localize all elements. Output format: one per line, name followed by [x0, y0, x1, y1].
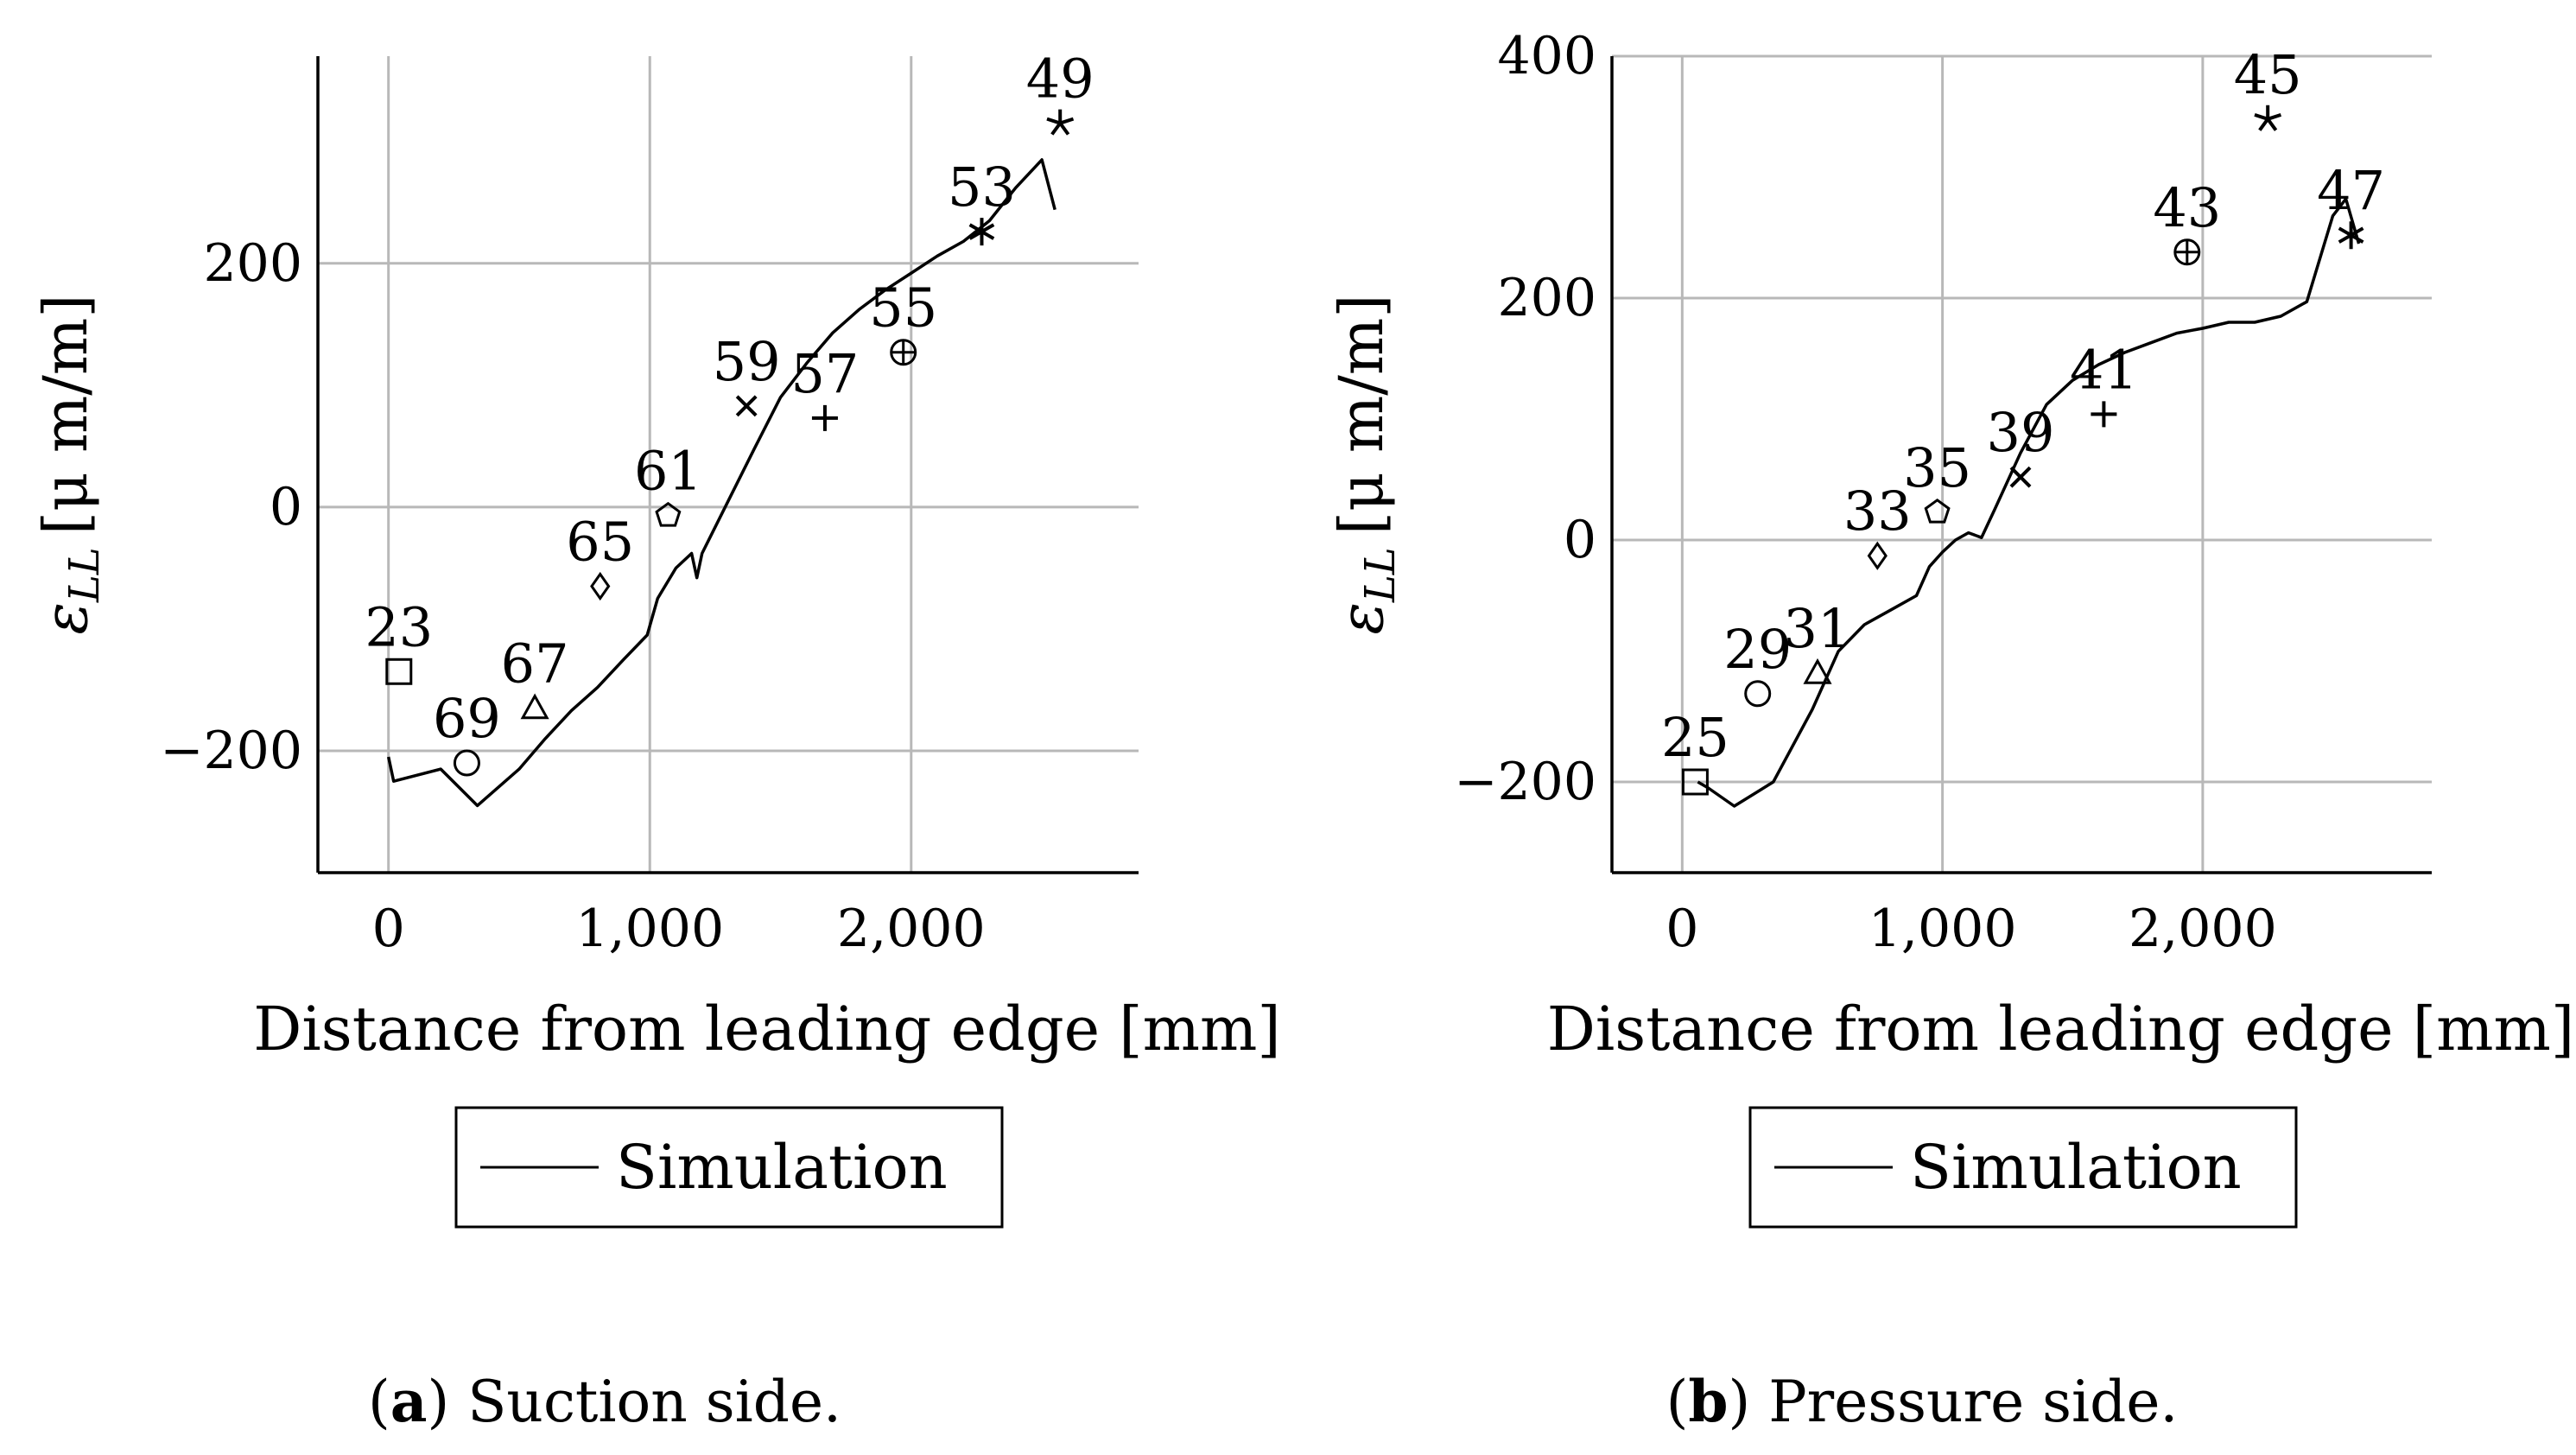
y-tick-label: 0: [1564, 510, 1596, 570]
tick-labels: 0 1,000 2,000 −200 0 200 400: [1454, 26, 2277, 959]
data-point-45: 45: [2234, 43, 2302, 131]
y-axis-label-text: εLL [μ m/m]: [30, 294, 109, 634]
point-label: 55: [869, 276, 937, 340]
data-point-39: 39: [1987, 401, 2055, 488]
point-label: 43: [2153, 176, 2221, 239]
y-label-subscript: LL: [60, 547, 109, 603]
grid: [1612, 54, 2432, 873]
x-tick-label: 2,000: [837, 899, 986, 959]
point-label: 65: [566, 511, 634, 574]
legend-box: [1748, 1106, 2298, 1229]
simulation-line: [386, 158, 1056, 808]
data-point-29: 29: [1723, 618, 1792, 708]
axes-frame: [316, 56, 1139, 874]
caption: (b) Pressure side.: [1666, 1368, 2179, 1435]
y-label-epsilon: ε: [1326, 602, 1397, 635]
point-label: 49: [1026, 48, 1094, 111]
y-tick-label: 400: [1497, 26, 1596, 86]
point-label: 53: [948, 156, 1016, 219]
axes-frame: [1610, 56, 2432, 874]
data-point-25: 25: [1661, 706, 1729, 796]
data-point-35: 35: [1903, 436, 1971, 524]
point-label: 39: [1987, 401, 2055, 464]
caption-text: Suction side.: [467, 1369, 841, 1435]
x-tick-label: 2,000: [2129, 899, 2277, 959]
data-point-69: 69: [433, 687, 501, 777]
y-label-unit: [μ m/m]: [1326, 294, 1397, 535]
legend-box: [454, 1106, 1004, 1229]
point-label: 29: [1723, 618, 1792, 681]
y-tick-label: −200: [160, 721, 302, 781]
point-label: 67: [501, 632, 569, 696]
data-point-67: 67: [501, 632, 569, 720]
legend: Simulation: [1748, 1106, 2298, 1229]
point-label: 61: [634, 440, 702, 503]
data-point-59: 59: [713, 330, 781, 417]
y-label-subscript: LL: [1356, 547, 1405, 603]
data-point-47: 47: [2317, 159, 2385, 250]
caption: (a) Suction side.: [368, 1368, 841, 1435]
data-point-65: 65: [566, 511, 634, 601]
point-label: 25: [1661, 706, 1729, 769]
point-label: 31: [1784, 597, 1852, 660]
y-axis-label: εLL [μ m/m]: [1326, 294, 1405, 634]
y-label-epsilon: ε: [30, 602, 101, 635]
x-axis-label: Distance from leading edge [mm]: [253, 994, 1280, 1064]
point-label: 57: [790, 342, 859, 405]
x-tick-label: 1,000: [575, 899, 724, 959]
x-tick-label: 1,000: [1869, 899, 2017, 959]
tick-labels: 0 1,000 2,000 −200 0 200: [160, 233, 985, 959]
x-tick-label: 0: [1666, 899, 1698, 959]
caption-letter: a: [390, 1368, 428, 1435]
data-point-57: 57: [790, 342, 859, 431]
y-tick-label: −200: [1454, 752, 1596, 812]
point-label: 33: [1843, 480, 1912, 543]
point-label: 35: [1903, 436, 1971, 499]
simulation-series: [386, 158, 1056, 808]
legend: Simulation: [454, 1106, 1004, 1229]
data-point-23: 23: [365, 595, 433, 685]
y-axis-label: εLL [μ m/m]: [30, 294, 109, 634]
y-label-unit: [μ m/m]: [30, 294, 101, 535]
caption-text: Pressure side.: [1768, 1369, 2178, 1435]
data-point-49: 49: [1026, 48, 1094, 136]
data-point-31: 31: [1784, 597, 1852, 684]
data-point-43: 43: [2153, 176, 2221, 266]
point-label: 45: [2234, 43, 2302, 106]
y-tick-label: 200: [203, 233, 302, 294]
legend-label: Simulation: [616, 1132, 948, 1203]
point-label: 23: [365, 595, 433, 658]
point-label: 41: [2070, 338, 2138, 401]
y-axis-label-text: εLL [μ m/m]: [1326, 294, 1405, 634]
grid: [318, 56, 1139, 873]
x-tick-label: 0: [372, 899, 405, 959]
y-tick-label: 200: [1497, 268, 1596, 328]
x-axis-label: Distance from leading edge [mm]: [1547, 994, 2574, 1064]
data-point-33: 33: [1843, 480, 1912, 570]
data-point-61: 61: [634, 440, 702, 527]
data-point-53: 53: [948, 156, 1016, 246]
data-point-55: 55: [869, 276, 937, 366]
simulation-series: [1697, 197, 2361, 808]
simulation-line: [1697, 197, 2361, 808]
legend-label: Simulation: [1910, 1132, 2242, 1203]
point-label: 47: [2317, 159, 2385, 222]
point-label: 69: [433, 687, 501, 750]
data-point-41: 41: [2070, 338, 2138, 428]
y-tick-label: 0: [270, 477, 302, 537]
point-label: 59: [713, 330, 781, 393]
caption-letter: b: [1688, 1368, 1728, 1435]
